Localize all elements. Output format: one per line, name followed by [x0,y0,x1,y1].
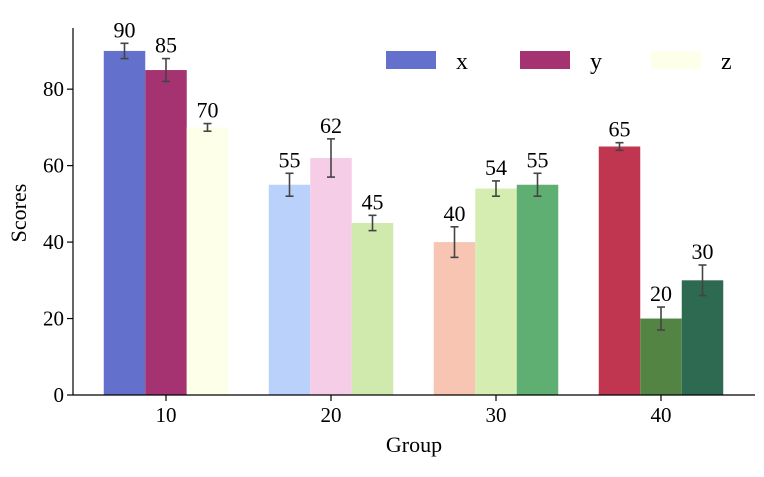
data-label-y-40: 20 [650,281,672,306]
bar-y-20 [310,157,352,395]
bar-x-40 [598,146,641,395]
error-bar-y-40 [657,306,665,331]
bar-y-30 [475,188,517,395]
legend: x y z [386,49,732,75]
x-tick-label: 10 [156,403,177,427]
x-tick-label: 30 [486,403,507,427]
data-label-y-10: 85 [155,33,177,58]
error-bar-y-10 [162,57,170,83]
bar-x-30 [433,242,476,395]
x-axis-title: Group [386,432,442,457]
data-labels-layer: 90 85 70 55 62 45 40 54 55 65 20 30 [114,17,714,306]
x-tick-label: 20 [321,403,342,427]
error-bar-z-30 [533,172,542,198]
legend-swatch [520,51,570,69]
bar-y-10 [145,70,187,395]
legend-item-y: y [520,49,602,75]
y-tick-label: 0 [54,383,65,407]
legend-item-x: x [386,49,468,75]
legend-label: x [456,49,468,75]
legend-swatch [386,51,436,69]
data-label-x-30: 40 [444,201,466,226]
x-tick-label: 40 [651,403,672,427]
bar-y-40 [640,318,682,395]
error-bar-x-40 [615,141,624,152]
error-bars-layer [120,42,707,331]
data-label-z-40: 30 [692,239,714,264]
error-bar-y-20 [327,138,335,178]
legend-label: z [721,49,732,75]
bars-layer [103,50,724,395]
error-bar-z-10 [203,122,212,133]
bar-z-30 [516,184,559,395]
data-label-y-20: 62 [320,113,342,138]
error-bar-x-10 [120,42,129,60]
y-tick-label: 20 [43,307,64,331]
y-axis-title: Scores [6,184,31,243]
y-tick-label: 60 [43,154,64,178]
data-label-z-10: 70 [197,98,219,123]
bar-x-20 [268,184,311,395]
ticks-layer: 0 20 40 60 80 10 20 30 40 [43,77,672,427]
error-bar-y-30 [492,180,500,198]
legend-label: y [590,49,602,75]
error-bar-x-30 [450,225,459,259]
legend-swatch [651,51,701,69]
data-label-x-40: 65 [609,117,631,142]
legend-item-z: z [651,49,732,75]
y-tick-label: 80 [43,77,64,101]
bar-z-40 [681,280,724,395]
error-bar-z-20 [368,214,377,232]
error-bar-z-40 [698,264,707,297]
data-label-z-20: 45 [362,189,384,214]
error-bar-x-20 [285,172,294,198]
data-label-z-30: 55 [527,147,549,172]
y-tick-label: 40 [43,230,64,254]
bar-x-10 [103,50,146,395]
data-label-x-10: 90 [114,17,136,42]
data-label-y-30: 54 [485,155,507,180]
bar-z-10 [186,127,229,395]
data-label-x-20: 55 [279,147,301,172]
bar-z-20 [351,222,394,395]
